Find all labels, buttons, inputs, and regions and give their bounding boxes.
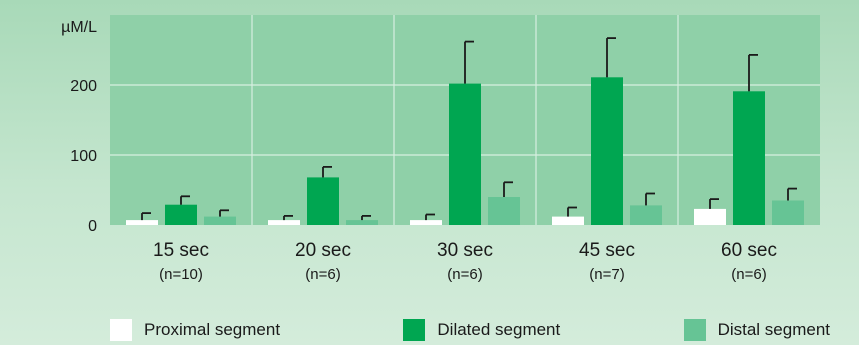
bar (268, 220, 300, 225)
bar (410, 220, 442, 225)
legend-item-dilated: Dilated segment (403, 319, 560, 341)
legend-label-dilated: Dilated segment (437, 320, 561, 339)
bar (591, 77, 623, 225)
x-category-label: 60 sec (721, 240, 777, 261)
y-tick-label: 200 (70, 78, 97, 95)
bar (488, 197, 520, 225)
bar (449, 83, 481, 225)
bar (204, 216, 236, 225)
bar (733, 91, 765, 225)
error-bars (141, 37, 797, 221)
bar (307, 177, 339, 225)
legend-swatch-dilated (403, 319, 426, 341)
bar (165, 204, 197, 225)
x-category-sublabel: (n=6) (731, 266, 766, 283)
legend-label-proximal: Proximal segment (144, 320, 281, 339)
legend-swatch-distal (683, 319, 706, 341)
x-category-label: 15 sec (153, 240, 209, 261)
bar (694, 208, 726, 225)
x-category-label: 20 sec (295, 240, 351, 261)
bars (126, 77, 804, 225)
y-axis-ticks: 0 100 200 (70, 78, 97, 235)
y-tick-label: 100 (70, 148, 97, 165)
x-category-label: 45 sec (579, 240, 635, 261)
y-tick-label: 0 (88, 218, 97, 235)
bar (552, 216, 584, 225)
legend-item-proximal: Proximal segment (110, 319, 280, 341)
bar (630, 205, 662, 225)
y-axis-label: µM/L (61, 19, 97, 36)
x-category-sublabel: (n=6) (447, 266, 482, 283)
legend-label-distal: Distal segment (717, 320, 830, 339)
x-category-label: 30 sec (437, 240, 493, 261)
bar (346, 220, 378, 225)
x-axis-labels: 15 sec (n=10) 20 sec (n=6) 30 sec (n=6) 45 sec… (153, 240, 777, 283)
x-category-sublabel: (n=6) (305, 266, 340, 283)
x-category-sublabel: (n=10) (159, 266, 203, 283)
bar (772, 200, 804, 225)
x-category-sublabel: (n=7) (589, 266, 624, 283)
legend: Proximal segment Dilated segment Distal … (110, 318, 830, 342)
legend-swatch-proximal (110, 319, 132, 341)
bar (126, 220, 158, 225)
legend-item-distal: Distal segment (683, 319, 830, 341)
